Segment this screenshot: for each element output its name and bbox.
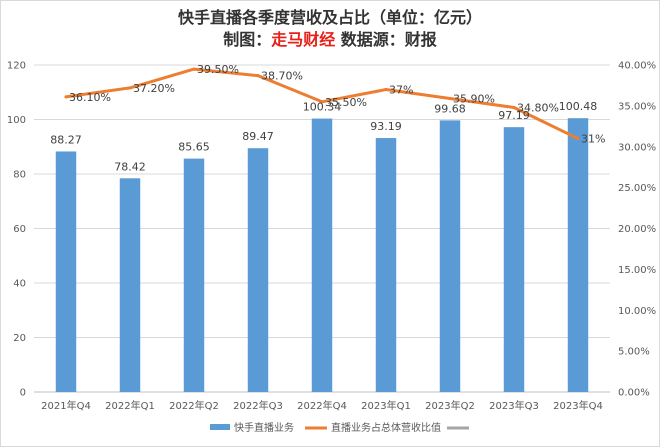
line-value-label: 38.70% xyxy=(261,70,303,83)
legend-swatch-bar xyxy=(210,424,230,430)
y-left-tick-label: 100 xyxy=(7,115,26,126)
line-point xyxy=(320,100,324,104)
x-tick-label: 2023年Q3 xyxy=(489,399,539,412)
chart-title: 快手直播各季度营收及占比（单位：亿元） xyxy=(177,8,482,27)
line-point xyxy=(448,97,452,101)
bar xyxy=(247,148,269,392)
y-right-tick-label: 10.00% xyxy=(618,306,656,317)
line-value-label: 35.90% xyxy=(453,93,495,106)
legend-label-bar: 快手直播业务 xyxy=(234,421,294,434)
y-right-tick-label: 25.00% xyxy=(618,183,656,194)
bar-value-label: 100.34 xyxy=(303,101,342,114)
x-tick-label: 2023年Q1 xyxy=(361,399,411,412)
y-right-tick-label: 35.00% xyxy=(618,101,656,112)
bar xyxy=(503,127,525,392)
x-tick-label: 2023年Q2 xyxy=(425,399,475,412)
subtitle-brand: 走马财经 xyxy=(271,30,336,49)
line-point xyxy=(128,86,132,90)
bar xyxy=(375,138,397,392)
y-left-tick-label: 0 xyxy=(20,388,26,399)
x-tick-label: 2022年Q2 xyxy=(169,399,219,412)
bar xyxy=(119,178,141,392)
line-point xyxy=(384,88,388,92)
legend: 快手直播业务 直播业务占总体营收比值 xyxy=(210,421,469,434)
bar-value-label: 78.42 xyxy=(114,160,146,173)
line-point xyxy=(192,67,196,71)
bar-value-label: 93.19 xyxy=(370,120,402,133)
bar-value-label: 88.27 xyxy=(50,133,82,146)
legend-label-line: 直播业务占总体营收比值 xyxy=(331,421,441,434)
axes: 0 20 40 60 80 100 120 0.00% 5.00% 10.00% 15.00% 20.… xyxy=(7,61,656,413)
line-value-label: 37.20% xyxy=(133,82,175,95)
subtitle-suffix: 数据源：财报 xyxy=(335,30,437,49)
bar xyxy=(183,158,205,392)
line-value-label: 35.50% xyxy=(325,96,367,109)
line-point xyxy=(256,74,260,78)
bar xyxy=(567,118,589,392)
y-right-tick-label: 20.00% xyxy=(618,224,656,235)
bar-series xyxy=(55,118,589,393)
bar xyxy=(311,118,333,393)
y-right-tick-label: 5.00% xyxy=(618,347,650,358)
y-right-tick-label: 40.00% xyxy=(618,61,656,72)
y-left-tick-label: 40 xyxy=(13,279,26,290)
y-left-tick-label: 20 xyxy=(13,333,26,344)
x-tick-label: 2023年Q4 xyxy=(553,399,603,412)
line-point xyxy=(64,95,68,99)
line-value-label: 34.80% xyxy=(517,102,559,115)
subtitle-prefix: 制图： xyxy=(223,30,272,49)
x-tick-label: 2022年Q1 xyxy=(105,399,155,412)
bar xyxy=(439,120,461,392)
y-left-tick-label: 80 xyxy=(13,170,26,181)
x-tick-label: 2022年Q3 xyxy=(233,399,283,412)
line-value-label: 31% xyxy=(581,133,605,146)
bar xyxy=(55,151,77,392)
y-left-tick-label: 60 xyxy=(13,224,26,235)
line-point xyxy=(576,137,580,141)
bar-value-label: 89.47 xyxy=(242,130,274,143)
chart-subtitle: 制图：走马财经 数据源：财报 xyxy=(0,26,660,50)
data-labels: 88.27 78.42 85.65 89.47 100.34 93.19 99.68 97.1… xyxy=(50,63,605,173)
line-point xyxy=(512,106,516,110)
bar-value-label: 100.48 xyxy=(559,100,598,113)
line-value-label: 39.50% xyxy=(197,63,239,76)
line-value-label: 36.10% xyxy=(69,91,111,104)
line-series xyxy=(64,67,580,141)
y-right-tick-label: 15.00% xyxy=(618,265,656,276)
x-tick-label: 2021年Q4 xyxy=(41,399,91,412)
y-right-tick-label: 0.00% xyxy=(618,388,650,399)
x-tick-label: 2022年Q4 xyxy=(297,399,347,412)
bar-value-label: 85.65 xyxy=(178,141,210,154)
line-value-label: 37% xyxy=(389,84,413,97)
y-left-tick-label: 120 xyxy=(7,61,26,72)
bar-value-label: 97.19 xyxy=(498,109,530,122)
bar-value-label: 99.68 xyxy=(434,102,466,115)
y-right-tick-label: 30.00% xyxy=(618,142,656,153)
